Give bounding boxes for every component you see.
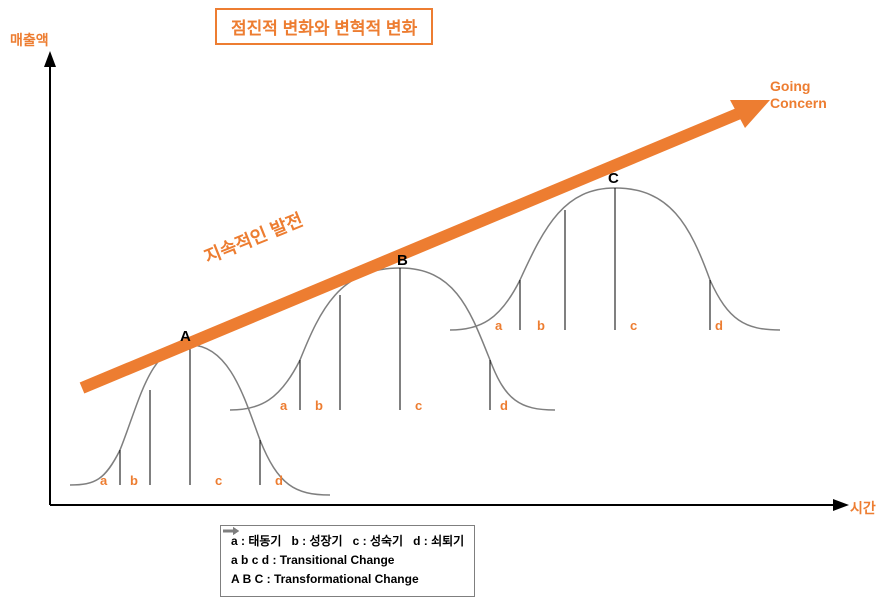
bell-curve [70,345,330,495]
going-concern-label: Going Concern [770,78,827,112]
phase-label: d [715,318,723,333]
bell-curves [70,188,780,495]
phase-label: c [630,318,637,333]
phase-label: a [100,473,107,488]
phase-label: b [315,398,323,413]
chart-svg [0,0,889,598]
legend-line1: a : 태동기 b : 성장기 c : 성숙기 d : 쇠퇴기 [231,532,464,551]
phase-label: b [130,473,138,488]
phase-label: a [280,398,287,413]
phase-label: a [495,318,502,333]
phase-label: d [275,473,283,488]
arrow-icon [221,526,239,536]
peak-A: A [180,328,191,345]
legend-line3: A B C : Transformational Change [231,570,464,589]
legend: a : 태동기 b : 성장기 c : 성숙기 d : 쇠퇴기 a b c d … [220,525,475,597]
phase-label: c [215,473,222,488]
phase-label: b [537,318,545,333]
phase-label: c [415,398,422,413]
legend-line2: a b c d : Transitional Change [231,551,464,570]
diagram-canvas: 점진적 변화와 변혁적 변화 매출액 시간 지속적인 발전 Go [0,0,889,598]
peak-B: B [397,252,408,269]
bell-curve [230,268,555,410]
peak-C: C [608,170,619,187]
phase-label: d [500,398,508,413]
